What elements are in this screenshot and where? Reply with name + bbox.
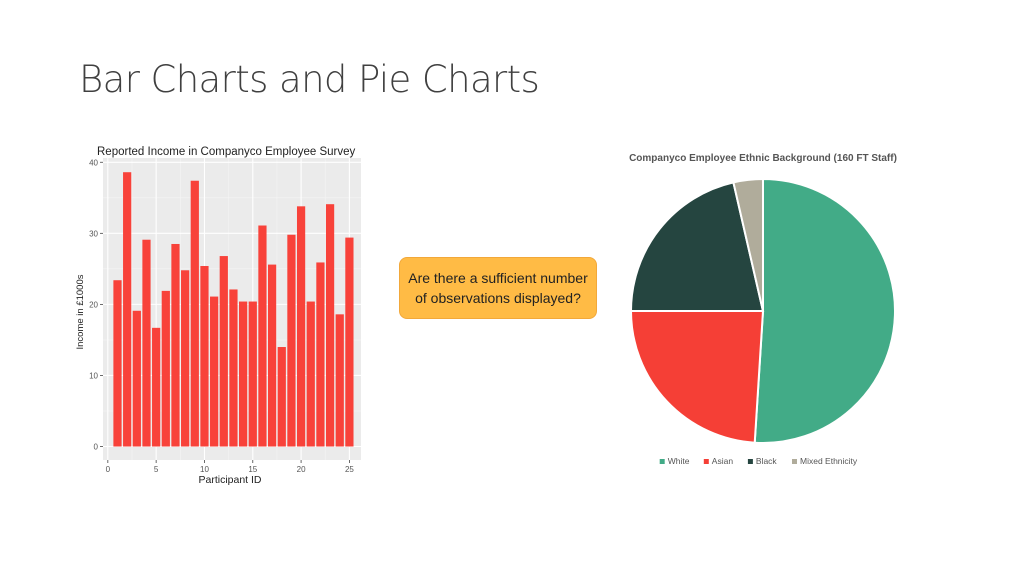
income-bar xyxy=(132,310,141,447)
income-bar xyxy=(258,225,267,447)
y-tick-label: 40 xyxy=(89,158,98,167)
pie-slice-asian xyxy=(629,310,765,444)
x-tick-label: 25 xyxy=(345,465,354,474)
legend-swatch xyxy=(659,459,665,464)
income-bar xyxy=(142,239,151,447)
y-tick-label: 20 xyxy=(89,300,98,309)
income-bar xyxy=(181,270,190,447)
legend-label: White xyxy=(668,456,690,466)
x-tick-label: 5 xyxy=(154,465,159,474)
pie-slice-white xyxy=(753,177,896,444)
income-bar xyxy=(123,172,132,447)
y-tick-label: 0 xyxy=(94,442,99,451)
income-bar xyxy=(171,243,180,447)
pie-chart-slices xyxy=(629,177,896,444)
income-bar xyxy=(113,280,122,447)
income-bar xyxy=(229,289,238,447)
income-bar xyxy=(200,266,209,447)
x-tick-label: 15 xyxy=(248,465,257,474)
pie-chart-title: Companyco Employee Ethnic Background (16… xyxy=(629,153,897,164)
income-bar xyxy=(210,296,219,447)
income-bar xyxy=(306,301,315,447)
x-tick-label: 10 xyxy=(200,465,209,474)
income-bar xyxy=(248,301,257,447)
income-bar xyxy=(219,256,228,447)
income-bar xyxy=(277,347,286,447)
pie-slice-mixed-ethnicity xyxy=(732,177,764,312)
income-bar xyxy=(190,180,199,447)
bar-chart-y-label: Income in £1000s xyxy=(75,274,86,349)
bar-chart-bars xyxy=(113,172,354,447)
income-bar xyxy=(161,290,170,447)
legend-label: Mixed Ethnicity xyxy=(800,456,858,466)
pie-slice-black xyxy=(629,181,765,312)
bar-chart-title: Reported Income in Companyco Employee Su… xyxy=(97,146,355,158)
income-bar xyxy=(296,206,306,447)
income-bar-chart: Reported Income in Companyco Employee Su… xyxy=(75,146,361,486)
bar-chart-x-label: Participant ID xyxy=(198,474,261,486)
income-bar xyxy=(325,204,335,447)
legend-swatch xyxy=(747,459,753,464)
legend-swatch xyxy=(792,459,797,464)
legend-label: Asian xyxy=(712,456,734,466)
bar-chart-x-axis: 0 5 10 15 20 25 xyxy=(106,460,354,474)
income-bar xyxy=(335,314,344,447)
legend-swatch xyxy=(703,459,709,464)
pie-chart-legend: White Asian Black Mixed Ethnicity xyxy=(659,456,858,466)
slide-title: Bar Charts and Pie Charts xyxy=(79,58,540,101)
ethnicity-pie-chart: Companyco Employee Ethnic Background (16… xyxy=(629,153,897,466)
y-tick-label: 30 xyxy=(89,229,98,238)
x-tick-label: 20 xyxy=(297,465,306,474)
income-bar xyxy=(267,264,277,447)
income-bar xyxy=(239,301,248,447)
observation-callout: Are there a sufficient number of observa… xyxy=(399,257,597,319)
bar-chart-y-axis: 0 10 20 30 40 xyxy=(89,158,103,451)
income-bar xyxy=(287,234,296,447)
income-bar xyxy=(152,327,161,447)
income-bar xyxy=(316,262,325,447)
income-bar xyxy=(345,237,354,447)
y-tick-label: 10 xyxy=(89,371,98,380)
callout-text: Are there a sufficient number of observa… xyxy=(408,270,588,306)
x-tick-label: 0 xyxy=(106,465,111,474)
legend-label: Black xyxy=(756,456,778,466)
